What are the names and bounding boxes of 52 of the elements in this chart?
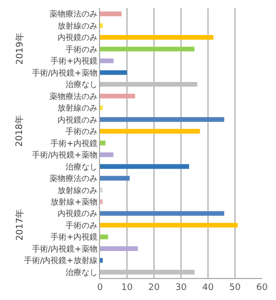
y-tick-label: 薬物療法のみ: [49, 10, 98, 19]
bar: [100, 270, 194, 274]
bar: [100, 164, 190, 169]
y-tick-label: 手術+内視鏡: [50, 232, 98, 242]
text: 2019年: [14, 32, 26, 65]
x-tick-label: 0: [97, 282, 104, 293]
y-tick-label: 治療なし: [65, 162, 98, 172]
y-tick-label: 放射線のみ: [57, 104, 98, 113]
bar: [100, 58, 114, 64]
y-tick-label: 手術/内視鏡+放射線: [24, 256, 98, 266]
bar: [100, 152, 114, 158]
y-tick-label: 手術のみ: [65, 220, 98, 230]
y-tick-label: 手術/内視鏡+薬物: [32, 150, 98, 160]
bar: [100, 222, 238, 228]
x-tick-label: 60: [256, 282, 268, 293]
x-tick-label: 10: [121, 282, 133, 293]
y-tick-label: 薬物療法のみ: [49, 174, 98, 184]
x-tick-label: 20: [148, 282, 160, 293]
y-tick-label: 手術/内視鏡+薬物: [32, 244, 98, 254]
y-tick-label: 放射線のみ: [57, 21, 98, 30]
text: 2018年: [14, 114, 26, 147]
y-tick-label: 放射線のみ: [57, 186, 98, 195]
y-tick-label: 治療なし: [65, 80, 98, 90]
y-tick-label: 薬物療法のみ: [49, 92, 98, 101]
x-tick-label: 50: [229, 282, 241, 293]
y-tick-label: 手術/内視鏡+薬物: [32, 68, 98, 78]
bar: [100, 46, 194, 52]
y-tick-label: 手術のみ: [65, 44, 98, 54]
y-tick-label: 手術+内視鏡: [50, 138, 98, 148]
text: 2017年: [14, 208, 26, 241]
bar: [100, 234, 108, 240]
bar: [100, 246, 138, 251]
bar: [100, 12, 122, 16]
y-tick-label: 内視鏡のみ: [57, 33, 98, 42]
x-tick-label: 30: [175, 282, 187, 293]
y-tick-label: 手術のみ: [65, 127, 98, 136]
bar: [100, 128, 200, 134]
bar: [100, 140, 106, 146]
bar: [100, 94, 136, 98]
bar: [100, 176, 130, 181]
bar: [100, 35, 214, 40]
bar: [100, 70, 127, 75]
bar: [100, 211, 224, 216]
y-tick-label: 手術+内視鏡: [50, 56, 98, 66]
bar: [100, 82, 198, 87]
y-tick-label: 内視鏡のみ: [57, 209, 98, 218]
y-tick-label: 治療なし: [65, 268, 98, 277]
bar: [100, 117, 224, 122]
x-tick-label: 40: [202, 282, 214, 293]
y-tick-label: 放射線+薬物: [50, 198, 98, 206]
y-tick-label: 内視鏡のみ: [57, 115, 98, 124]
bar: [100, 188, 103, 192]
